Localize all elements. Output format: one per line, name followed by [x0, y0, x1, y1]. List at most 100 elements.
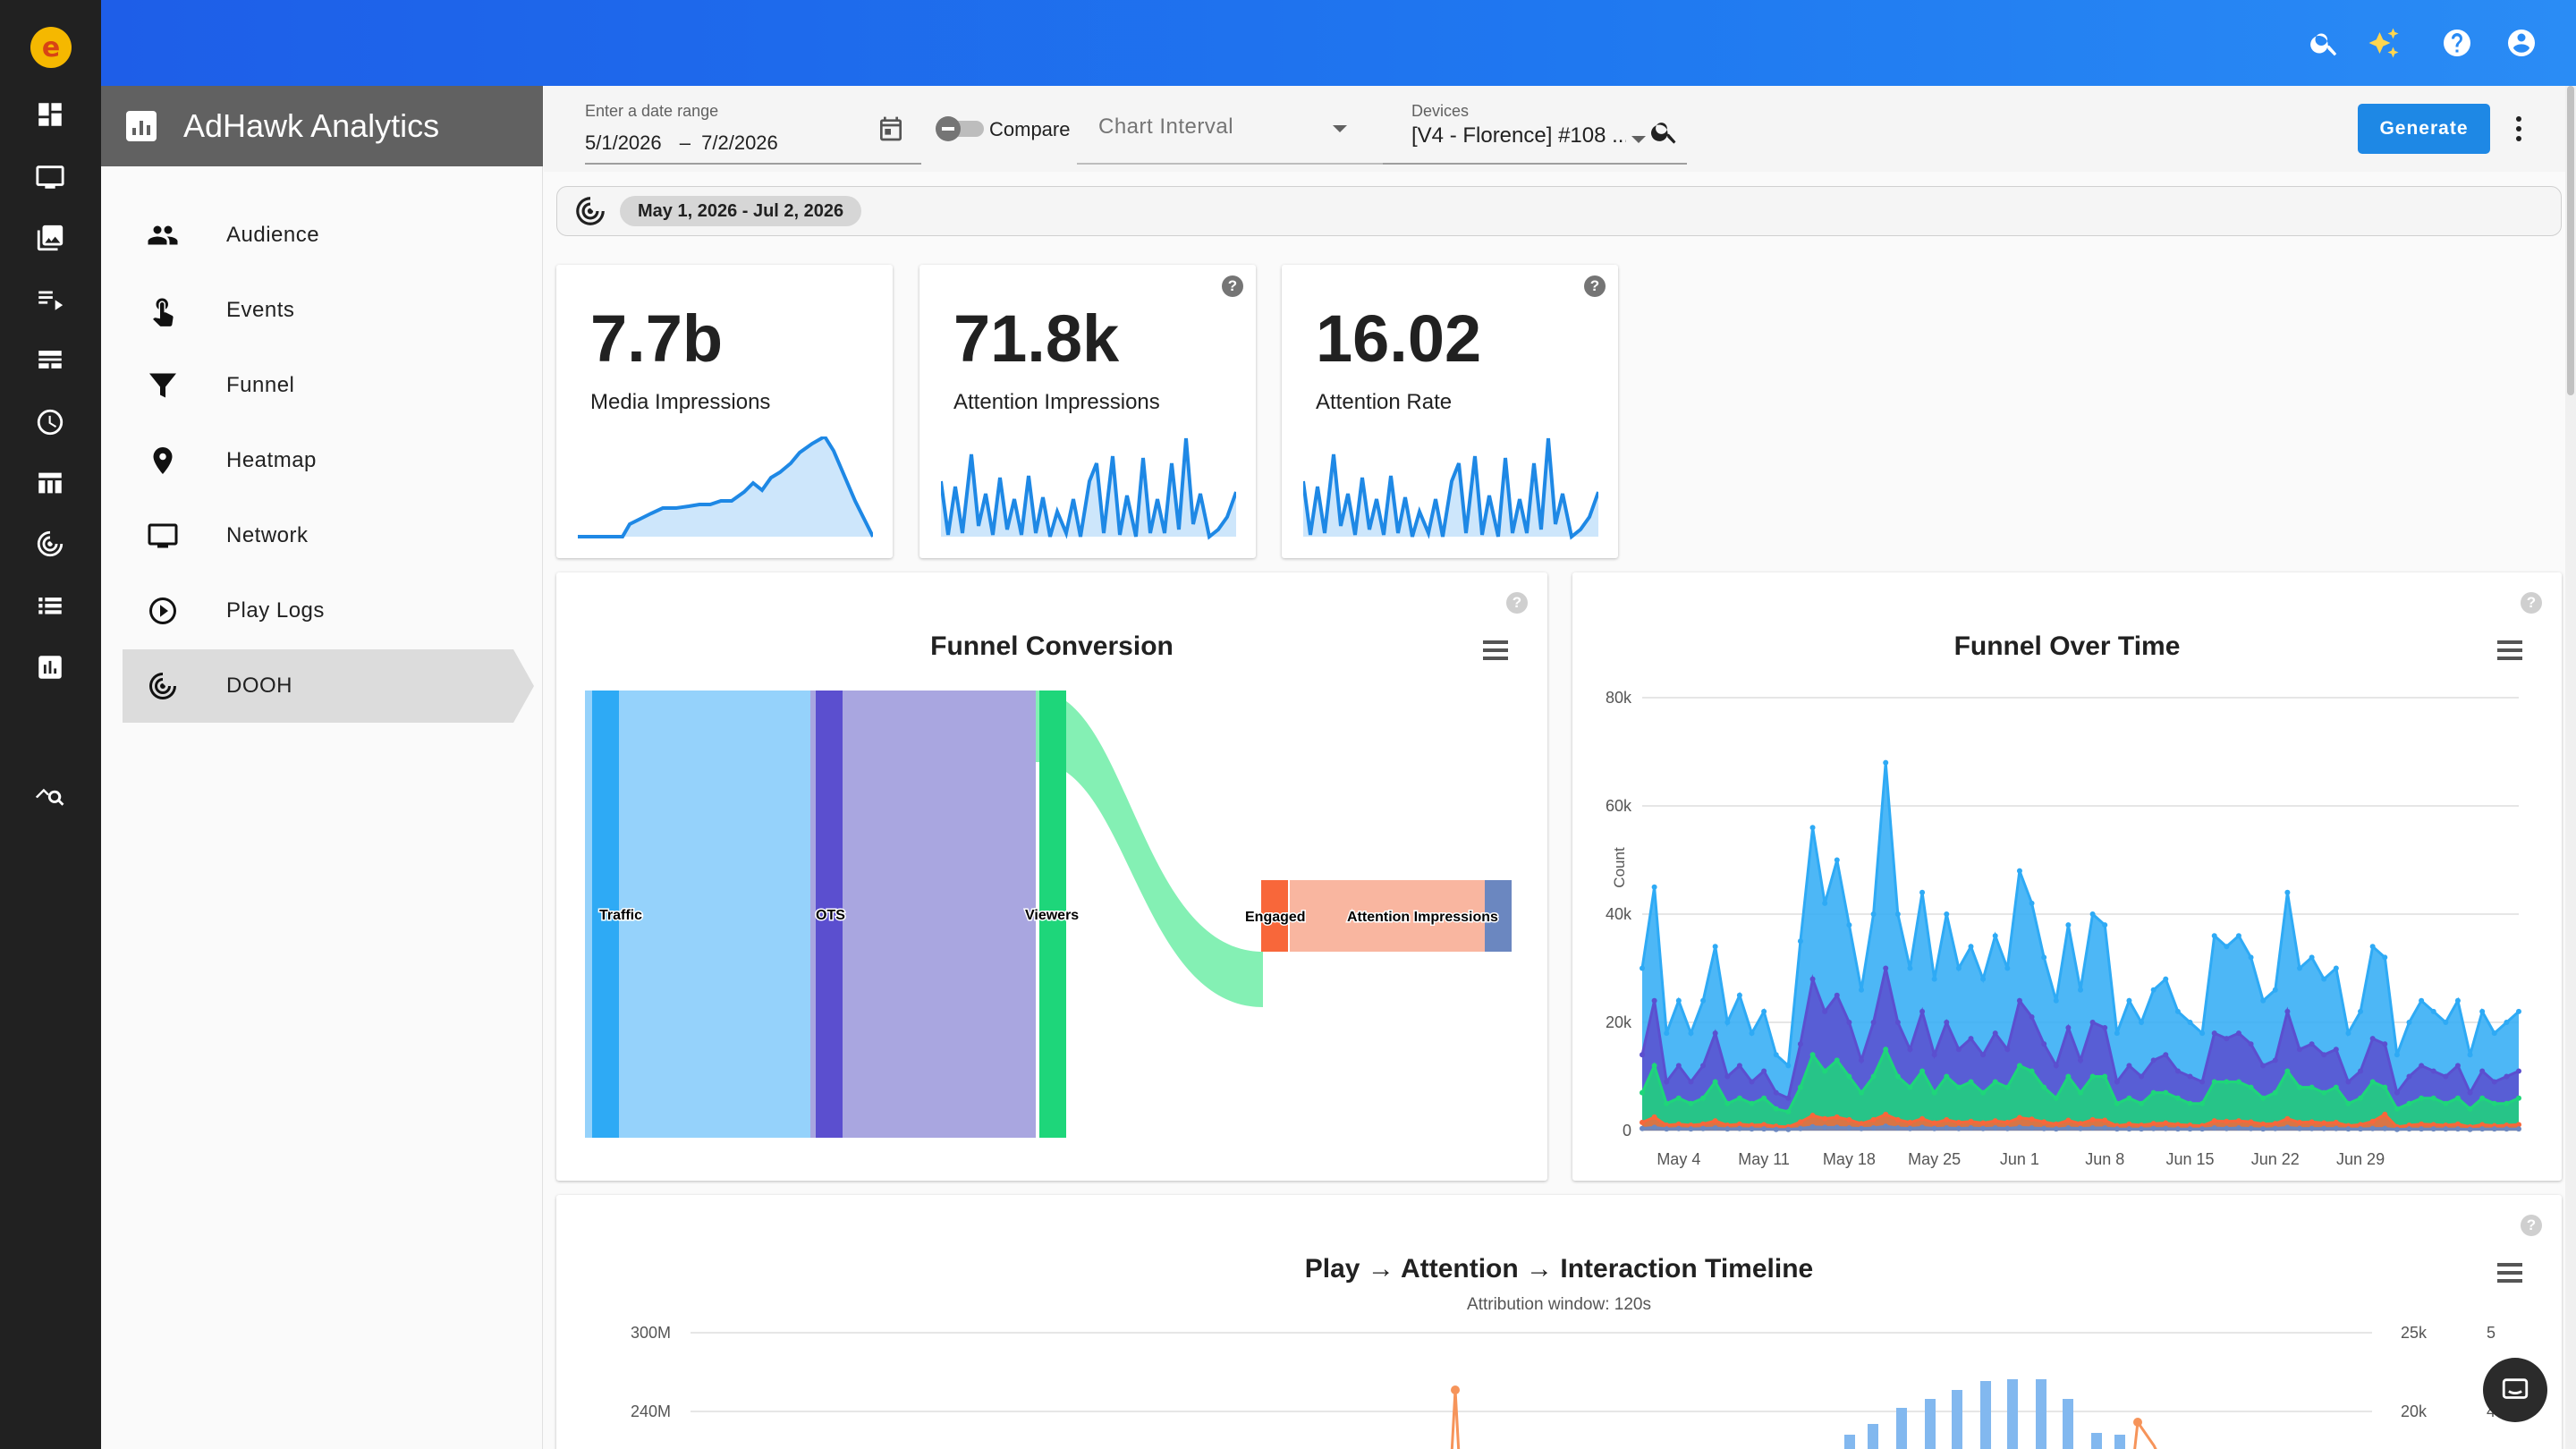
- point-ots[interactable]: [2491, 1079, 2497, 1085]
- chat-launcher-button[interactable]: [2483, 1358, 2547, 1422]
- point-engaged[interactable]: [2419, 1121, 2425, 1127]
- sidebar-item-funnel[interactable]: Funnel: [123, 349, 525, 422]
- media-library-icon[interactable]: [32, 220, 68, 256]
- point-ots[interactable]: [1822, 1008, 1828, 1014]
- point-ots[interactable]: [2419, 1063, 2425, 1069]
- point-viewers[interactable]: [2430, 1095, 2436, 1101]
- point-traffic[interactable]: [1675, 997, 1682, 1004]
- point-engaged[interactable]: [1700, 1121, 1707, 1127]
- point-interactions[interactable]: [2406, 1126, 2412, 1132]
- sparkle-icon[interactable]: [2366, 25, 2402, 61]
- point-ots[interactable]: [1640, 1052, 1645, 1058]
- point-interactions[interactable]: [1955, 1125, 1962, 1131]
- point-ots[interactable]: [1992, 1030, 1998, 1037]
- point-traffic[interactable]: [2419, 997, 2425, 1004]
- point-viewers[interactable]: [1834, 1057, 1840, 1063]
- point-viewers[interactable]: [2150, 1089, 2157, 1096]
- point-viewers[interactable]: [2248, 1084, 2254, 1090]
- point-interactions[interactable]: [2479, 1126, 2486, 1132]
- point-viewers[interactable]: [2163, 1089, 2169, 1096]
- point-viewers[interactable]: [2479, 1095, 2486, 1101]
- point-engaged[interactable]: [2089, 1116, 2096, 1123]
- point-ots[interactable]: [2139, 1073, 2145, 1080]
- help-icon[interactable]: ?: [1222, 275, 1243, 297]
- point-viewers[interactable]: [1640, 1089, 1645, 1096]
- point-engaged[interactable]: [1980, 1120, 1987, 1126]
- point-ots[interactable]: [2309, 1041, 2315, 1047]
- point-ots[interactable]: [2187, 1073, 2193, 1080]
- point-ots[interactable]: [2504, 1073, 2510, 1080]
- point-ots[interactable]: [2272, 1057, 2278, 1063]
- point-traffic[interactable]: [1664, 1030, 1670, 1037]
- point-ots[interactable]: [1736, 1063, 1742, 1069]
- point-viewers[interactable]: [1651, 1063, 1657, 1069]
- point-engaged[interactable]: [1919, 1115, 1926, 1122]
- point-interactions[interactable]: [1980, 1125, 1987, 1131]
- point-traffic[interactable]: [2504, 1020, 2510, 1025]
- compare-toggle[interactable]: [936, 116, 989, 141]
- point-traffic[interactable]: [2406, 1020, 2412, 1025]
- point-interactions[interactable]: [2260, 1126, 2267, 1132]
- point-viewers[interactable]: [2443, 1100, 2449, 1106]
- point-traffic[interactable]: [2224, 944, 2230, 950]
- point-ots[interactable]: [1809, 976, 1816, 982]
- point-interactions[interactable]: [2382, 1125, 2388, 1131]
- sidebar-item-audience[interactable]: Audience: [123, 199, 525, 272]
- point-viewers[interactable]: [1846, 1073, 1852, 1080]
- sidebar-item-network[interactable]: Network: [123, 499, 525, 572]
- point-engaged[interactable]: [2126, 1121, 2132, 1127]
- point-interactions[interactable]: [1944, 1124, 1950, 1131]
- point-engaged[interactable]: [1651, 1114, 1657, 1120]
- point-traffic[interactable]: [2516, 1008, 2521, 1014]
- point-traffic[interactable]: [2443, 1020, 2449, 1025]
- point-ots[interactable]: [1797, 1041, 1803, 1047]
- point-interactions[interactable]: [2419, 1126, 2425, 1132]
- search-icon[interactable]: [1649, 116, 1680, 151]
- point-traffic[interactable]: [1944, 911, 1950, 917]
- help-icon[interactable]: ?: [2521, 592, 2542, 614]
- point-engaged[interactable]: [2248, 1119, 2254, 1125]
- point-viewers[interactable]: [2419, 1095, 2425, 1101]
- point-interactions[interactable]: [2029, 1124, 2035, 1131]
- point-engaged[interactable]: [2004, 1119, 2011, 1125]
- point-interactions[interactable]: [2345, 1126, 2351, 1132]
- account-icon[interactable]: [2504, 25, 2539, 61]
- sidebar-item-dooh[interactable]: DOOH: [123, 649, 534, 723]
- point-engaged[interactable]: [2504, 1122, 2510, 1128]
- point-interactions[interactable]: [2089, 1124, 2096, 1131]
- point-traffic[interactable]: [1834, 857, 1840, 863]
- point-ots[interactable]: [2321, 1052, 2327, 1058]
- point-traffic[interactable]: [1980, 976, 1987, 982]
- point-ots[interactable]: [1834, 992, 1840, 998]
- point-ots[interactable]: [2479, 1068, 2486, 1074]
- point-engaged[interactable]: [2382, 1111, 2388, 1117]
- point-interactions[interactable]: [2211, 1124, 2217, 1131]
- point-engaged[interactable]: [2016, 1114, 2022, 1121]
- point-traffic[interactable]: [1907, 965, 1913, 971]
- point-traffic[interactable]: [1700, 997, 1707, 1004]
- point-engaged[interactable]: [1749, 1122, 1755, 1128]
- point-interactions[interactable]: [1894, 1124, 1901, 1131]
- point-traffic[interactable]: [1919, 889, 1926, 895]
- point-traffic[interactable]: [2394, 1052, 2400, 1058]
- point-traffic[interactable]: [2491, 1030, 2497, 1037]
- point-traffic[interactable]: [2102, 922, 2108, 928]
- point-interactions[interactable]: [1968, 1124, 1974, 1131]
- point-interactions[interactable]: [2174, 1126, 2181, 1132]
- point-engaged[interactable]: [1834, 1114, 1840, 1120]
- point-traffic[interactable]: [1809, 825, 1816, 831]
- schedule-icon[interactable]: [32, 404, 68, 440]
- generate-button[interactable]: Generate: [2358, 104, 2490, 154]
- point-interactions[interactable]: [1712, 1124, 1718, 1131]
- point-traffic[interactable]: [2235, 933, 2241, 939]
- point-traffic[interactable]: [2467, 1052, 2473, 1058]
- point-traffic[interactable]: [2211, 933, 2217, 939]
- point-interactions[interactable]: [1846, 1124, 1852, 1131]
- point-engaged[interactable]: [2369, 1118, 2376, 1124]
- point-traffic[interactable]: [1955, 965, 1962, 971]
- point-traffic[interactable]: [1968, 944, 1974, 950]
- point-engaged[interactable]: [2041, 1119, 2047, 1125]
- analytics-icon[interactable]: [32, 649, 68, 685]
- point-traffic[interactable]: [2345, 1030, 2351, 1037]
- point-traffic[interactable]: [2199, 1030, 2206, 1037]
